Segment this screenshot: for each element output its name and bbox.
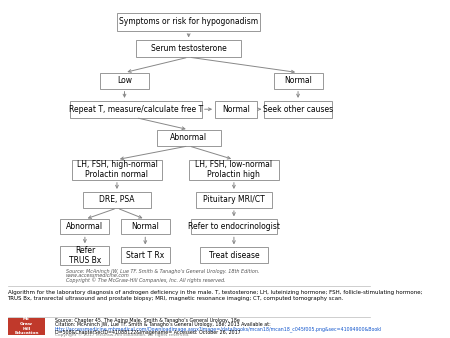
FancyBboxPatch shape	[190, 219, 277, 235]
FancyBboxPatch shape	[100, 73, 149, 89]
Text: Treat disease: Treat disease	[209, 251, 259, 260]
Text: Normal: Normal	[284, 76, 312, 85]
Text: Low: Low	[117, 76, 132, 85]
FancyBboxPatch shape	[274, 73, 323, 89]
Text: Source: McAninch JW, Lue TF. Smith & Tanagho's General Urology. 18th Edition.: Source: McAninch JW, Lue TF. Smith & Tan…	[66, 269, 260, 274]
Text: http://accessmedicine.mhmedical.com/Downloadimage.aspx?image=/data/books/mcan18/: http://accessmedicine.mhmedical.com/Down…	[55, 326, 382, 332]
Text: Algorithm for the laboratory diagnosis of androgen deficiency in the male. T, te: Algorithm for the laboratory diagnosis o…	[8, 290, 422, 301]
Text: www.accessmedicine.com: www.accessmedicine.com	[66, 273, 130, 278]
FancyBboxPatch shape	[117, 13, 260, 31]
FancyBboxPatch shape	[121, 219, 170, 235]
FancyBboxPatch shape	[200, 247, 268, 264]
Text: LH, FSH, high-normal
Prolactin normal: LH, FSH, high-normal Prolactin normal	[76, 160, 158, 179]
FancyBboxPatch shape	[264, 101, 332, 118]
Text: Abnormal: Abnormal	[66, 222, 104, 231]
FancyBboxPatch shape	[215, 101, 256, 118]
Text: Start T Rx: Start T Rx	[126, 251, 164, 260]
Text: Mc
Graw
Hill
Education: Mc Graw Hill Education	[14, 317, 39, 335]
FancyBboxPatch shape	[196, 192, 272, 208]
Text: Pituitary MRI/CT: Pituitary MRI/CT	[203, 195, 265, 204]
Text: Refer to endocrinologist: Refer to endocrinologist	[188, 222, 280, 231]
FancyBboxPatch shape	[8, 318, 45, 335]
FancyBboxPatch shape	[189, 160, 279, 180]
Text: Repeat T, measure/calculate free T: Repeat T, measure/calculate free T	[69, 105, 203, 114]
FancyBboxPatch shape	[83, 192, 151, 208]
FancyBboxPatch shape	[121, 247, 170, 264]
Text: Copyright © 2017 McGraw-Hill Education. All rights reserved.: Copyright © 2017 McGraw-Hill Education. …	[55, 333, 189, 337]
Text: Seek other causes: Seek other causes	[263, 105, 333, 114]
Text: Abnormal: Abnormal	[170, 133, 207, 142]
Text: Symptoms or risk for hypogonadism: Symptoms or risk for hypogonadism	[119, 17, 258, 26]
Text: Serum testosterone: Serum testosterone	[151, 44, 226, 53]
Text: Source: Chapter 45. The Aging Male, Smith & Tanagho’s General Urology, 18e: Source: Chapter 45. The Aging Male, Smit…	[55, 318, 239, 323]
FancyBboxPatch shape	[136, 40, 242, 57]
Text: Refer
TRUS Bx: Refer TRUS Bx	[69, 246, 101, 265]
Text: Copyright © The McGraw-Hill Companies, Inc. All rights reserved.: Copyright © The McGraw-Hill Companies, I…	[66, 277, 225, 283]
FancyBboxPatch shape	[157, 130, 220, 146]
FancyBboxPatch shape	[70, 101, 202, 118]
Text: Normal: Normal	[131, 222, 159, 231]
Text: Normal: Normal	[222, 105, 250, 114]
Text: D=508&ChapterSecID=41088122&imagename= Accessed: October 26, 2017: D=508&ChapterSecID=41088122&imagename= A…	[55, 330, 240, 335]
Text: DRE, PSA: DRE, PSA	[99, 195, 135, 204]
FancyBboxPatch shape	[60, 246, 109, 265]
Text: Citation: McAninch JW, Lue TF. Smith & Tanagho’s General Urology, 18e; 2013 Avai: Citation: McAninch JW, Lue TF. Smith & T…	[55, 322, 270, 327]
FancyBboxPatch shape	[60, 219, 109, 235]
FancyBboxPatch shape	[72, 160, 162, 180]
Text: LH, FSH, low-normal
Prolactin high: LH, FSH, low-normal Prolactin high	[195, 160, 272, 179]
